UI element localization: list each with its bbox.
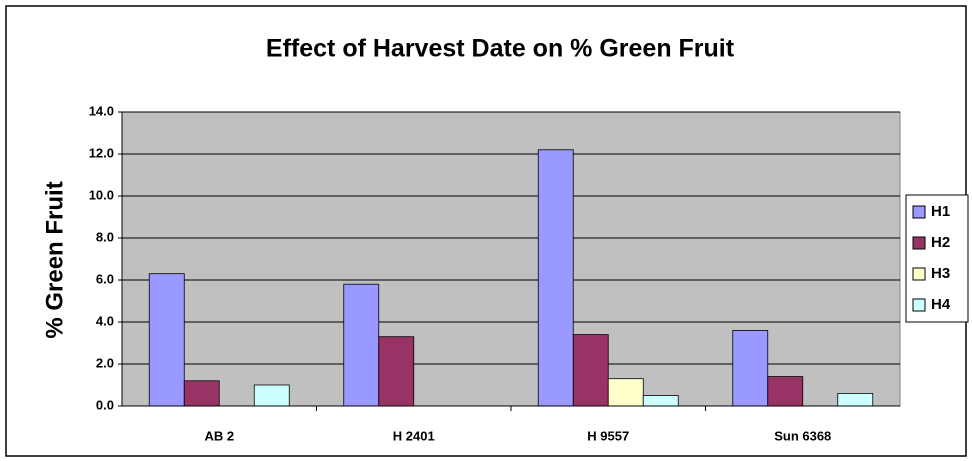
y-tick-label: 2.0 bbox=[96, 355, 114, 370]
chart-title: Effect of Harvest Date on % Green Fruit bbox=[266, 35, 735, 63]
bar bbox=[837, 392, 874, 407]
y-tick-label: 8.0 bbox=[96, 229, 114, 244]
y-tick-label: 6.0 bbox=[96, 271, 114, 286]
bar bbox=[767, 376, 804, 407]
legend-label: H1 bbox=[931, 203, 950, 220]
x-tick-label: H 2401 bbox=[393, 428, 435, 443]
legend-swatch bbox=[912, 205, 926, 219]
y-tick-label: 0.0 bbox=[96, 397, 114, 412]
legend-label: H2 bbox=[931, 234, 950, 251]
y-tick-label: 10.0 bbox=[89, 187, 114, 202]
legend-swatch bbox=[912, 298, 926, 312]
legend-label: H4 bbox=[931, 296, 951, 313]
bar bbox=[607, 378, 644, 407]
x-tick-label: H 9557 bbox=[587, 428, 629, 443]
y-axis-label: % Green Fruit bbox=[41, 181, 68, 338]
bar bbox=[732, 329, 769, 407]
bar bbox=[378, 336, 415, 407]
y-tick-label: 12.0 bbox=[89, 145, 114, 160]
bar bbox=[572, 334, 609, 407]
plot-area bbox=[121, 111, 901, 407]
bar bbox=[343, 283, 380, 407]
y-tick-label: 14.0 bbox=[89, 103, 114, 118]
legend-swatch bbox=[912, 236, 926, 250]
bar bbox=[537, 149, 574, 407]
y-tick-label: 4.0 bbox=[96, 313, 114, 328]
legend-swatch bbox=[912, 267, 926, 281]
x-tick-label: AB 2 bbox=[204, 428, 234, 443]
bar bbox=[148, 273, 185, 407]
legend-label: H3 bbox=[931, 265, 950, 282]
bar bbox=[253, 384, 290, 407]
x-tick-label: Sun 6368 bbox=[774, 428, 831, 443]
bar bbox=[183, 380, 220, 407]
bar bbox=[642, 395, 679, 407]
